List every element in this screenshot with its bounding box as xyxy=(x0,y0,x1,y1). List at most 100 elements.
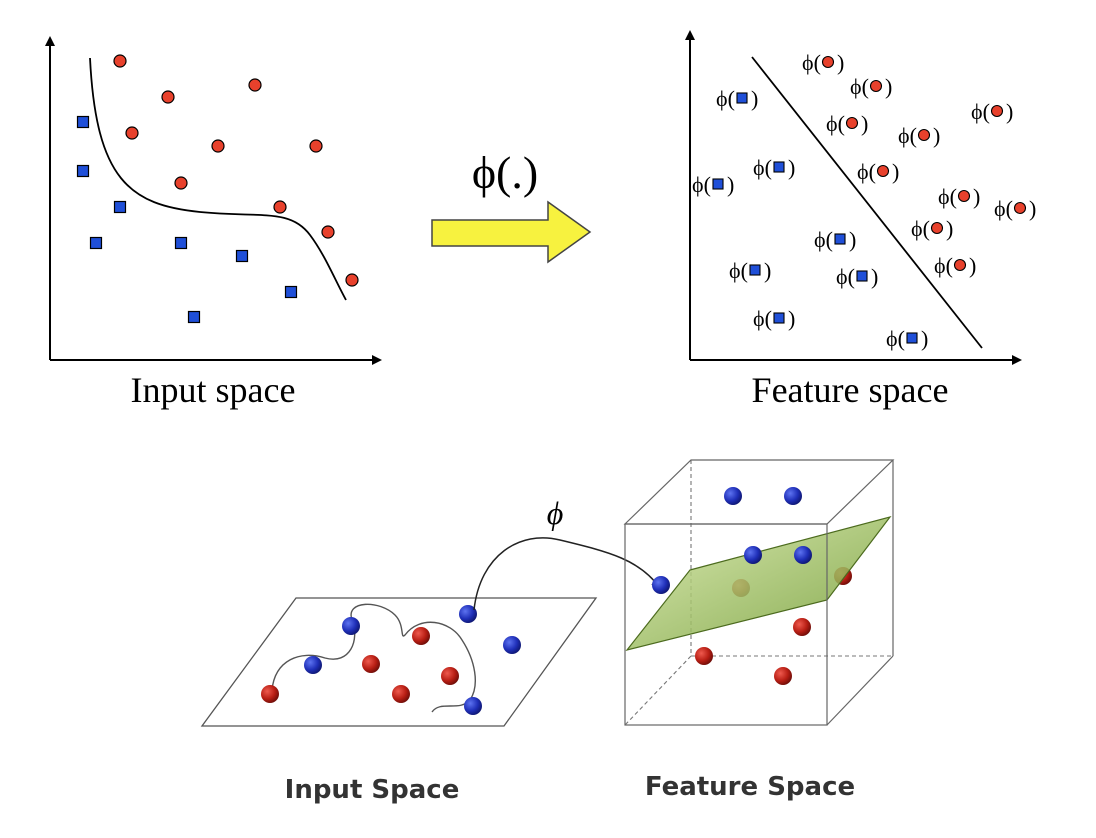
red-ball xyxy=(412,627,430,645)
mapped-square-point: ϕ() xyxy=(729,258,771,283)
feature-space-plot: ϕ()ϕ()ϕ() ϕ()ϕ()ϕ()ϕ() ϕ()ϕ()ϕ()ϕ()ϕ()ϕ()ϕ… xyxy=(685,30,1036,410)
phi-close-text: ) xyxy=(764,258,771,283)
mapped-circle-point: ϕ() xyxy=(898,123,940,148)
blue-ball xyxy=(459,605,477,623)
phi-open-text: ϕ( xyxy=(971,99,990,124)
red-circle-point xyxy=(125,126,139,140)
phi-close-text: ) xyxy=(1006,99,1013,124)
phi-close-text: ) xyxy=(892,159,899,184)
phi-open-text: ϕ( xyxy=(716,86,735,111)
feature-space-caption: Feature space xyxy=(752,370,949,410)
red-circle-marker xyxy=(1013,201,1027,215)
red-ball xyxy=(793,618,811,636)
red-ball xyxy=(392,685,410,703)
phi-close-text: ) xyxy=(861,111,868,136)
red-circle-marker xyxy=(990,104,1004,118)
phi-open-text: ϕ( xyxy=(753,155,772,180)
cube-back-top-edges xyxy=(623,459,895,525)
mapped-circle-point: ϕ() xyxy=(911,216,953,241)
blue-ball xyxy=(342,617,360,635)
blue-ball xyxy=(464,697,482,715)
mapped-circle-point: ϕ() xyxy=(971,99,1013,124)
red-circle-marker xyxy=(930,221,944,235)
blue-square-marker xyxy=(773,161,785,173)
mapped-square-point: ϕ() xyxy=(753,155,795,180)
red-ball xyxy=(695,647,713,665)
phi-open-text: ϕ( xyxy=(934,253,953,278)
phi-open-text: ϕ( xyxy=(938,184,957,209)
phi-close-text: ) xyxy=(885,74,892,99)
phi-close-text: ) xyxy=(788,155,795,180)
blue-square-point xyxy=(113,200,127,214)
bottom-feature-space-caption: Feature Space xyxy=(645,772,855,802)
mapping-arrow-group: ϕ(.) xyxy=(431,147,592,264)
blue-square-point xyxy=(187,310,201,324)
phi-open-text: ϕ( xyxy=(826,111,845,136)
phi-close-text: ) xyxy=(751,86,758,111)
cube-right-bottom-edge xyxy=(826,655,894,726)
red-circle-point xyxy=(309,139,323,153)
phi-close-text: ) xyxy=(921,326,928,351)
phi-open-text: ϕ( xyxy=(753,306,772,331)
phi-open-text: ϕ( xyxy=(729,258,748,283)
red-circle-marker xyxy=(869,79,883,93)
feature-balls-front xyxy=(652,487,812,685)
red-circle-marker xyxy=(953,258,967,272)
feature-space-cube-illustration: Feature Space xyxy=(623,459,895,802)
blue-ball xyxy=(744,546,762,564)
blue-square-marker xyxy=(856,270,868,282)
blue-ball xyxy=(724,487,742,505)
red-ball xyxy=(774,667,792,685)
red-circle-point xyxy=(211,139,225,153)
red-circle-marker xyxy=(917,128,931,142)
mapped-square-point: ϕ() xyxy=(836,264,878,289)
input-circle-points xyxy=(113,54,359,287)
phi-close-text: ) xyxy=(973,184,980,209)
phi-close-text: ) xyxy=(849,227,856,252)
blue-ball xyxy=(784,487,802,505)
mapped-square-point: ϕ() xyxy=(692,172,734,197)
mapped-circle-point: ϕ() xyxy=(857,159,899,184)
input-balls xyxy=(261,605,521,715)
phi-close-text: ) xyxy=(933,123,940,148)
input-space-plane-illustration: ϕ Input Space xyxy=(200,495,662,805)
input-plane xyxy=(200,597,598,727)
phi-open-text: ϕ( xyxy=(994,196,1013,221)
phi-open-text: ϕ( xyxy=(898,123,917,148)
blue-square-point xyxy=(76,115,90,129)
mapped-circle-point: ϕ() xyxy=(994,196,1036,221)
mapped-circle-point: ϕ() xyxy=(934,253,976,278)
mapped-square-point: ϕ() xyxy=(886,326,928,351)
linear-decision-boundary xyxy=(751,56,983,349)
phi-open-text: ϕ( xyxy=(814,227,833,252)
red-ball xyxy=(441,667,459,685)
nonlinear-decision-boundary xyxy=(89,57,347,301)
blue-square-marker xyxy=(749,264,761,276)
mapping-function-label: ϕ(.) xyxy=(472,147,538,198)
mapped-circle-point: ϕ() xyxy=(850,74,892,99)
red-circle-marker xyxy=(957,189,971,203)
red-circle-point xyxy=(174,176,188,190)
cube-front-face xyxy=(624,523,828,726)
blue-ball xyxy=(652,576,670,594)
phi-close-text: ) xyxy=(969,253,976,278)
phi-close-text: ) xyxy=(727,172,734,197)
blue-ball xyxy=(304,656,322,674)
phi-open-text: ϕ( xyxy=(692,172,711,197)
red-circle-point xyxy=(345,273,359,287)
input-space-caption: Input space xyxy=(131,370,296,410)
mapped-square-point: ϕ() xyxy=(753,306,795,331)
phi-open-text: ϕ( xyxy=(836,264,855,289)
blue-square-point xyxy=(235,249,249,263)
red-ball xyxy=(362,655,380,673)
red-circle-point xyxy=(161,90,175,104)
phi-open-text: ϕ( xyxy=(911,216,930,241)
input-space-plot: Input space xyxy=(45,36,382,410)
blue-square-marker xyxy=(773,312,785,324)
red-ball xyxy=(261,685,279,703)
phi-open-text: ϕ( xyxy=(802,50,821,75)
feature-mapped-points: ϕ()ϕ()ϕ() ϕ()ϕ()ϕ()ϕ() ϕ()ϕ()ϕ()ϕ()ϕ()ϕ()ϕ… xyxy=(692,50,1036,351)
red-circle-marker xyxy=(821,55,835,69)
right-arrow-icon xyxy=(431,200,592,264)
